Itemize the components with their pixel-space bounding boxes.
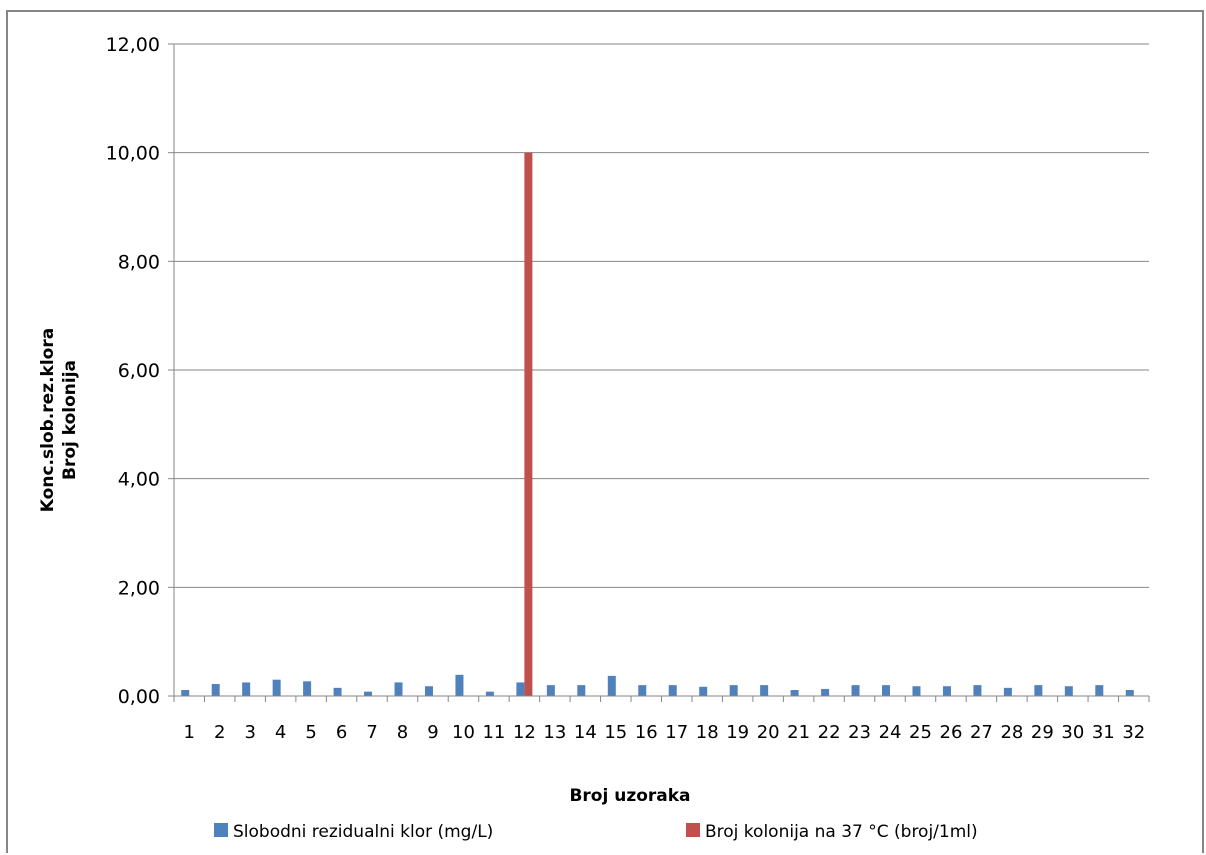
chart-frame — [6, 10, 1204, 853]
y-tick-labels: 0,00 2,00 4,00 6,00 8,00 10,00 12,00 — [106, 34, 160, 708]
x-tick-label: 27 — [970, 722, 993, 743]
legend: Slobodni rezidualni klor (mg/L) Broj kol… — [214, 822, 978, 842]
bar-chlorine — [638, 685, 647, 696]
legend-label-colonies: Broj kolonija na 37 °C (broj/1ml) — [705, 822, 978, 842]
bar-chlorine — [211, 684, 220, 696]
bar-chlorine — [455, 674, 464, 696]
x-tick-label: 11 — [482, 722, 505, 743]
y-axis-title-line-2: Broj kolonija — [60, 360, 80, 480]
x-tick-label: 2 — [214, 722, 225, 743]
legend-swatch-colonies — [686, 823, 700, 837]
bar-chlorine — [516, 682, 525, 696]
bar-chlorine — [424, 686, 433, 696]
bar-chlorine — [699, 686, 708, 696]
x-tick-label: 24 — [879, 722, 902, 743]
y-tick-label: 8,00 — [118, 251, 160, 273]
x-axis-title: Broj uzoraka — [569, 786, 690, 806]
y-tick-label: 10,00 — [106, 143, 160, 165]
bar-chlorine — [1125, 690, 1134, 696]
bar-chlorine — [364, 691, 373, 696]
bar-chlorine — [760, 685, 769, 696]
x-tick-label: 18 — [696, 722, 719, 743]
bar-chlorine — [181, 690, 190, 696]
x-tick-label: 4 — [275, 722, 286, 743]
x-tick-label: 3 — [244, 722, 255, 743]
x-tick-label: 25 — [909, 722, 932, 743]
bar-chlorine — [851, 685, 860, 696]
x-tick-labels: 1 2 3 4 5 6 7 8 9 10 11 12 13 14 15 16 17 18 19 20 21 22 23 24 2… — [184, 722, 1146, 743]
axes — [168, 43, 1150, 702]
bar-chlorine — [729, 685, 738, 696]
x-tick-label: 28 — [1000, 722, 1023, 743]
bar-chlorine — [1064, 686, 1073, 696]
bar-chlorine — [394, 682, 403, 696]
bar-chlorine — [668, 685, 677, 696]
y-axis-title-line-1: Konc.slob.rez.klora — [38, 328, 58, 512]
x-tick-label: 5 — [305, 722, 316, 743]
legend-swatch-chlorine — [214, 823, 228, 837]
x-tick-label: 1 — [184, 722, 195, 743]
x-tick-label: 21 — [787, 722, 810, 743]
bar-chlorine — [1034, 685, 1043, 696]
x-tick-label: 7 — [366, 722, 377, 743]
x-tick-label: 29 — [1031, 722, 1054, 743]
x-tick-label: 23 — [848, 722, 871, 743]
x-tick-label: 6 — [336, 722, 347, 743]
bar-chlorine — [607, 675, 616, 696]
x-tick-label: 22 — [818, 722, 841, 743]
x-tick-label: 17 — [665, 722, 688, 743]
x-tick-label: 32 — [1122, 722, 1145, 743]
bar-chlorine — [333, 687, 342, 696]
bar-chlorine — [942, 686, 951, 696]
bar-colonies — [524, 152, 533, 696]
x-tick-label: 31 — [1092, 722, 1115, 743]
y-tick-label: 4,00 — [118, 469, 160, 491]
bar-chlorine — [882, 685, 891, 696]
x-tick-label: 8 — [397, 722, 408, 743]
x-tick-label: 12 — [513, 722, 536, 743]
x-tick-label: 10 — [452, 722, 475, 743]
bar-chlorine — [546, 685, 555, 696]
bar-chlorine — [485, 691, 494, 696]
legend-label-chlorine: Slobodni rezidualni klor (mg/L) — [233, 822, 493, 842]
x-tick-label: 14 — [574, 722, 597, 743]
bar-chlorine — [272, 679, 281, 696]
x-tick-label: 15 — [604, 722, 627, 743]
x-tick-label: 20 — [757, 722, 780, 743]
gridlines — [174, 43, 1149, 588]
x-tick-label: 26 — [940, 722, 963, 743]
x-tick-label: 16 — [635, 722, 658, 743]
x-tick-label: 13 — [543, 722, 566, 743]
x-tick-label: 19 — [726, 722, 749, 743]
y-tick-label: 6,00 — [118, 360, 160, 382]
x-tick-label: 30 — [1061, 722, 1084, 743]
bar-chlorine — [790, 690, 799, 696]
bar-chlorine — [973, 685, 982, 696]
bar-chlorine — [242, 682, 251, 696]
bar-chlorine — [1095, 685, 1104, 696]
bar-chlorine — [1003, 687, 1012, 696]
y-tick-label: 12,00 — [106, 34, 160, 56]
y-tick-label: 0,00 — [118, 686, 160, 708]
y-tick-label: 2,00 — [118, 577, 160, 599]
x-tick-label: 9 — [427, 722, 438, 743]
bars — [181, 152, 1134, 696]
bar-chlorine — [577, 685, 586, 696]
bar-chlorine — [912, 686, 921, 696]
bar-chlorine — [303, 681, 312, 696]
bar-chlorine — [821, 688, 830, 696]
